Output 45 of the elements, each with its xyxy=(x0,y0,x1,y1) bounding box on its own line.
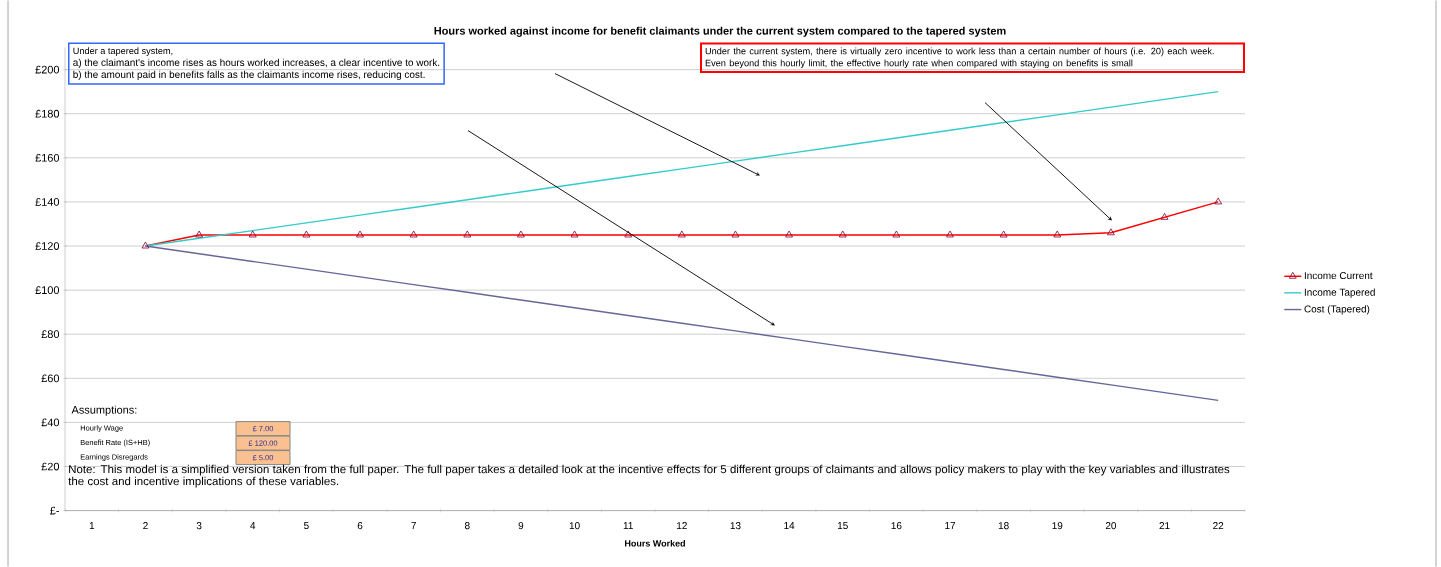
y-tick-label: £160 xyxy=(35,153,60,162)
x-tick-label: 15 xyxy=(837,522,848,529)
x-tick-label: 7 xyxy=(411,522,416,529)
x-tick-label: 10 xyxy=(569,522,580,530)
y-tick-label: £- xyxy=(50,506,59,515)
y-tick-label: £200 xyxy=(35,65,60,74)
annotation: Under a tapered system, xyxy=(73,47,173,56)
x-tick-label: 3 xyxy=(196,522,202,530)
annotation: a) the claimant's income rises as hours worked increases, a clear incentive to work. xyxy=(73,58,440,68)
y-tick-label: £120 xyxy=(35,242,60,250)
annotation: Assumptions: xyxy=(71,405,137,416)
y-tick-label: £60 xyxy=(41,374,60,383)
legend-label: Cost (Tapered) xyxy=(1304,305,1370,315)
legend-label: Income Tapered xyxy=(1304,288,1375,298)
annotation: Under the current system, there is virtually zero incentive to work less than a certain number of hours (i.e. 20) each week. Even beyond this hourly limit, the effective hourly rate when compared with staying on benefits is small xyxy=(705,47,1214,68)
y-tick-label: £140 xyxy=(35,197,60,206)
x-tick-label: 13 xyxy=(730,522,741,530)
y-tick-label: £20 xyxy=(41,462,60,471)
x-tick-label: 1 xyxy=(89,522,95,529)
x-tick-label: 5 xyxy=(304,522,309,529)
x-tick-label: 11 xyxy=(623,522,633,529)
annotation: b) the amount paid in benefits falls as the claimants income rises, reducing cost. xyxy=(73,70,425,80)
x-tick-label: 16 xyxy=(891,522,902,530)
x-tick-label: 12 xyxy=(677,522,687,529)
x-tick-label: 18 xyxy=(998,522,1009,530)
x-axis-title: Hours Worked xyxy=(625,539,685,547)
line-series xyxy=(144,245,1219,401)
x-tick-label: 19 xyxy=(1052,522,1063,530)
y-tick-label: £100 xyxy=(35,286,60,294)
x-tick-label: 8 xyxy=(464,522,470,530)
x-tick-label: 17 xyxy=(945,522,956,529)
y-tick-label: £80 xyxy=(41,330,60,338)
y-tick-label: £40 xyxy=(41,418,60,427)
y-tick-label: £180 xyxy=(35,109,60,118)
chart-title: Hours worked against income for benefit claimants under the current system compared to the tapered system xyxy=(434,26,1006,37)
x-tick-label: 22 xyxy=(1213,522,1224,529)
legend-label: Income Current xyxy=(1304,271,1373,280)
x-tick-label: 20 xyxy=(1105,522,1117,530)
x-tick-label: 14 xyxy=(784,522,795,529)
x-tick-label: 4 xyxy=(250,522,256,529)
x-tick-label: 6 xyxy=(357,522,363,530)
x-tick-label: 9 xyxy=(518,522,524,530)
x-tick-label: 2 xyxy=(143,522,148,529)
annotation: Note: This model is a simplified version taken from the full paper. The full paper takes a detailed look at the incentive effects for 5 different groups of claimants and allows policy makers to play with the key variables and illustrates the cost and incentive implications of these variables. xyxy=(68,464,1230,488)
x-tick-label: 21 xyxy=(1159,522,1170,529)
